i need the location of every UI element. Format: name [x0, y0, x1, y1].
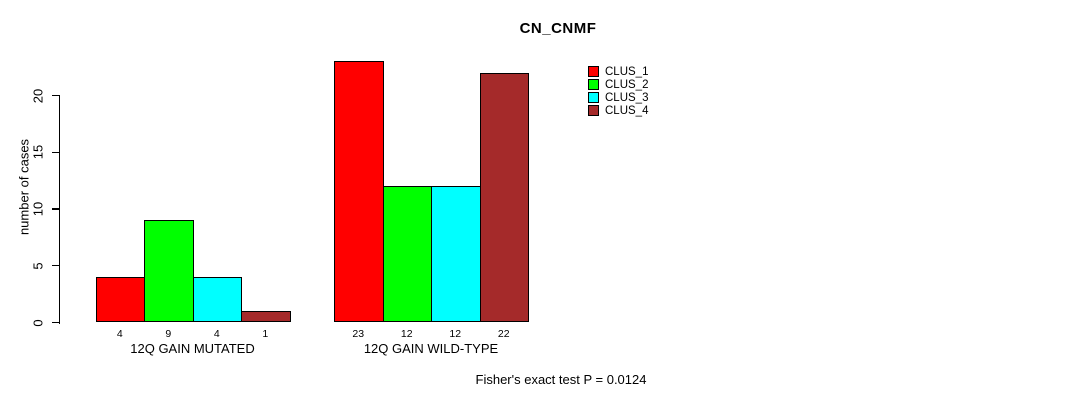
legend-swatch-clus-4 — [588, 105, 599, 116]
bar-value-label: 12 — [449, 327, 462, 340]
bar-12q-gain-wild-type-clus-1 — [334, 61, 384, 323]
y-axis-tick — [52, 265, 60, 267]
bar-value-label: 12 — [400, 327, 413, 340]
legend: CLUS_1 CLUS_2 CLUS_3 CLUS_4 — [588, 65, 648, 117]
y-axis-tick-label: 20 — [30, 88, 46, 103]
group-label-12q-gain-mutated: 12Q GAIN MUTATED — [130, 341, 255, 356]
bar-value-label: 4 — [213, 327, 220, 340]
bar-value-label: 9 — [165, 327, 172, 340]
y-axis-tick — [52, 94, 60, 97]
y-axis-label: number of cases — [16, 138, 32, 236]
y-axis-tick-label: 15 — [30, 145, 46, 160]
y-axis-tick-label: 5 — [30, 262, 46, 270]
bar-12q-gain-mutated-clus-1 — [95, 277, 145, 323]
bar-12q-gain-wild-type-clus-4 — [479, 72, 529, 323]
y-axis-tick — [52, 321, 60, 324]
bar-value-label: 23 — [352, 327, 365, 340]
legend-swatch-clus-1 — [588, 66, 599, 77]
stat-annotation: Fisher's exact test P = 0.0124 — [475, 372, 647, 387]
bar-value-label: 22 — [497, 327, 510, 340]
group-label-12q-gain-wild-type: 12Q GAIN WILD-TYPE — [363, 341, 499, 356]
y-axis-tick-label: 0 — [30, 318, 46, 327]
legend-row-clus-1: CLUS_1 — [588, 65, 648, 78]
bar-value-label: 4 — [116, 327, 123, 340]
bar-12q-gain-wild-type-clus-3 — [431, 186, 481, 323]
y-axis-tick-label: 10 — [30, 201, 46, 217]
legend-swatch-clus-3 — [588, 92, 599, 103]
bar-12q-gain-mutated-clus-4 — [241, 311, 291, 323]
chart-title: CN_CNMF — [519, 20, 597, 37]
y-axis-tick — [52, 151, 60, 153]
bar-12q-gain-mutated-clus-3 — [192, 277, 242, 323]
legend-label: CLUS_4 — [605, 104, 649, 117]
legend-label: CLUS_2 — [605, 78, 649, 91]
legend-row-clus-2: CLUS_2 — [588, 78, 648, 91]
legend-label: CLUS_1 — [605, 65, 649, 78]
legend-swatch-clus-2 — [588, 79, 599, 90]
bar-12q-gain-mutated-clus-2 — [144, 220, 194, 323]
y-axis-tick — [52, 208, 60, 210]
legend-row-clus-3: CLUS_3 — [588, 91, 648, 104]
bar-value-label: 1 — [262, 327, 269, 340]
legend-row-clus-4: CLUS_4 — [588, 104, 648, 117]
bar-12q-gain-wild-type-clus-2 — [382, 186, 432, 323]
legend-label: CLUS_3 — [605, 91, 649, 104]
